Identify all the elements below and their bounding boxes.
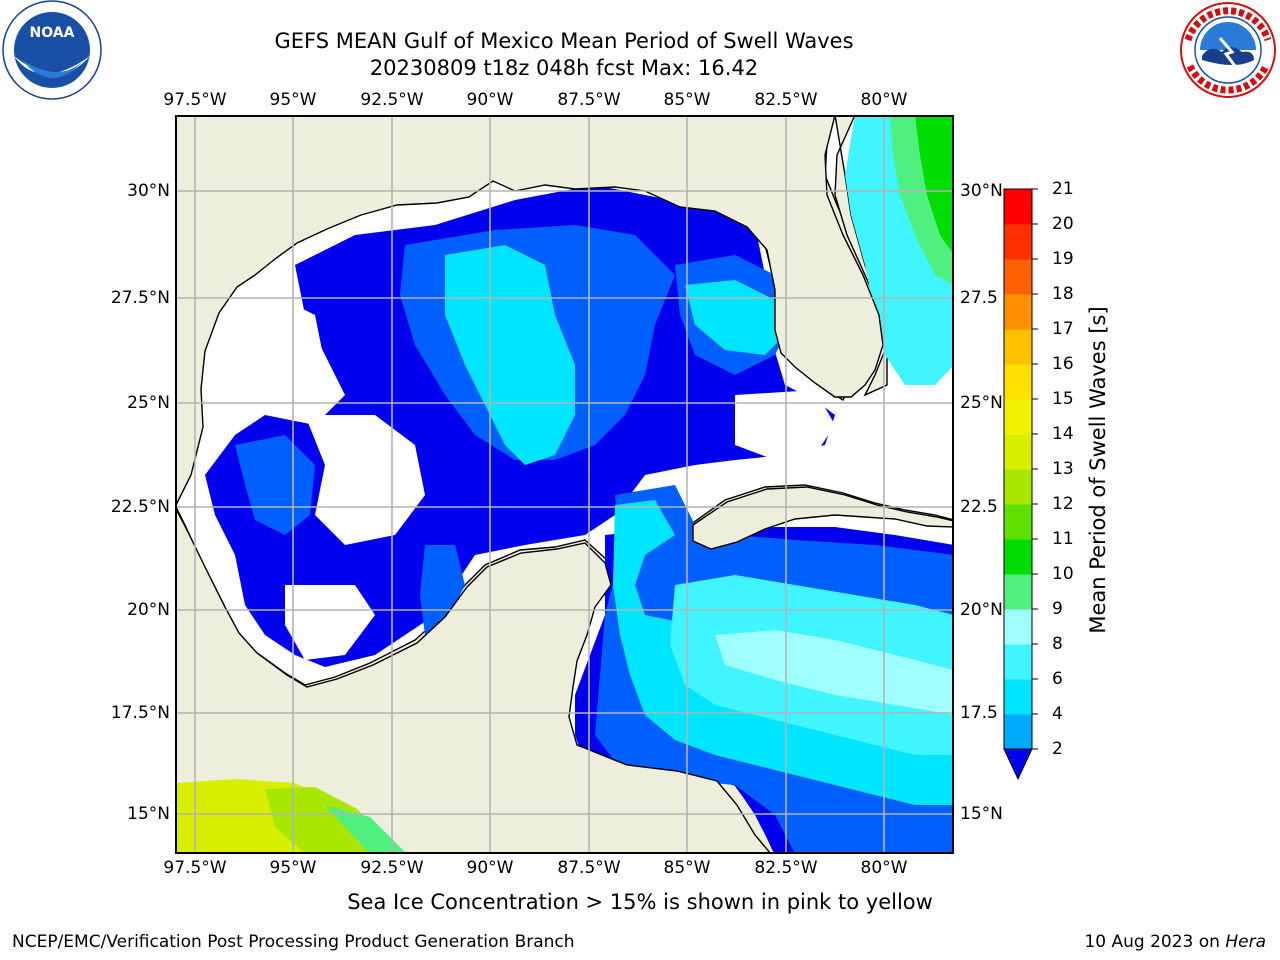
lon-tick-bottom: 85°W bbox=[663, 858, 711, 878]
colorbar-tick-label: 15 bbox=[1052, 389, 1074, 409]
lat-tick-left: 30°N bbox=[127, 181, 170, 201]
colorbar-tick-label: 21 bbox=[1052, 179, 1074, 199]
plot-title: GEFS MEAN Gulf of Mexico Mean Period of … bbox=[274, 29, 854, 53]
colorbar-tick-label: 12 bbox=[1052, 494, 1074, 514]
florida-land bbox=[834, 117, 888, 397]
colorbar-tick-label: 11 bbox=[1052, 529, 1074, 549]
lon-tick-bottom: 92.5°W bbox=[360, 858, 424, 878]
colorbar-segment bbox=[1004, 224, 1032, 260]
lon-tick-top: 85°W bbox=[663, 90, 711, 110]
colorbar-tick-label: 4 bbox=[1052, 704, 1063, 724]
colorbar-under-triangle bbox=[1003, 748, 1033, 781]
graticule bbox=[177, 117, 952, 852]
colorbar-tick-label: 13 bbox=[1052, 459, 1074, 479]
footer-date: 10 Aug 2023 on Hera bbox=[1084, 932, 1266, 952]
colorbar-tick-label: 16 bbox=[1052, 354, 1074, 374]
lon-tick-top: 87.5°W bbox=[557, 90, 621, 110]
lon-tick-bottom: 95°W bbox=[269, 858, 317, 878]
lat-tick-right: 27.5 bbox=[960, 288, 998, 308]
colorbar-tick-label: 9 bbox=[1052, 599, 1063, 619]
footer-date-text: 10 Aug 2023 on bbox=[1084, 932, 1220, 952]
colorbar-segment bbox=[1004, 574, 1032, 610]
colorbar-tick-label: 20 bbox=[1052, 214, 1074, 234]
noaa-logo: NOAA bbox=[2, 0, 102, 100]
colorbar-segment bbox=[1004, 434, 1032, 470]
lon-tick-bottom: 82.5°W bbox=[754, 858, 818, 878]
swell-period-map bbox=[177, 117, 952, 852]
colorbar-tick-label: 10 bbox=[1052, 564, 1074, 584]
map-panel[interactable] bbox=[175, 115, 954, 854]
colorbar-tick-label: 18 bbox=[1052, 284, 1074, 304]
colorbar-segment bbox=[1004, 679, 1032, 715]
plot-subtitle: 20230809 t18z 048h fcst Max: 16.42 bbox=[369, 56, 759, 80]
colorbar-segment bbox=[1004, 469, 1032, 505]
colorbar-tick-label: 2 bbox=[1052, 739, 1063, 759]
footer-org: NCEP/EMC/Verification Post Processing Pr… bbox=[12, 932, 575, 952]
colorbar-segment bbox=[1004, 259, 1032, 295]
colorbar-tick-label: 6 bbox=[1052, 669, 1063, 689]
lon-tick-bottom: 90°W bbox=[466, 858, 514, 878]
lat-tick-right: 20°N bbox=[960, 600, 1003, 620]
colorbar-tick-label: 17 bbox=[1052, 319, 1074, 339]
lon-tick-top: 82.5°W bbox=[754, 90, 818, 110]
lat-tick-left: 25°N bbox=[127, 393, 170, 413]
nws-logo bbox=[1180, 2, 1276, 98]
colorbar-segment bbox=[1004, 609, 1032, 645]
lat-tick-right: 22.5 bbox=[960, 497, 998, 517]
lat-tick-right: 15°N bbox=[960, 804, 1003, 824]
colorbar-segment bbox=[1004, 189, 1032, 225]
colorbar-segment bbox=[1004, 329, 1032, 365]
lat-tick-right: 17.5 bbox=[960, 703, 998, 723]
lat-tick-right: 30°N bbox=[960, 181, 1003, 201]
lon-tick-bottom: 80°W bbox=[860, 858, 908, 878]
lon-tick-top: 80°W bbox=[860, 90, 908, 110]
colorbar-segment bbox=[1004, 294, 1032, 330]
lon-tick-top: 92.5°W bbox=[360, 90, 424, 110]
sea-ice-note: Sea Ice Concentration > 15% is shown in … bbox=[347, 890, 933, 914]
lon-tick-top: 95°W bbox=[269, 90, 317, 110]
lon-tick-top: 90°W bbox=[466, 90, 514, 110]
colorbar-tick-label: 8 bbox=[1052, 634, 1063, 654]
colorbar-title: Mean Period of Swell Waves [s] bbox=[1086, 306, 1110, 634]
lon-tick-bottom: 87.5°W bbox=[557, 858, 621, 878]
colorbar-segment bbox=[1004, 714, 1032, 750]
pacific-field bbox=[177, 779, 405, 852]
lat-tick-left: 20°N bbox=[127, 600, 170, 620]
lat-tick-left: 27.5°N bbox=[110, 288, 170, 308]
colorbar-segment bbox=[1004, 399, 1032, 435]
lat-tick-left: 15°N bbox=[127, 804, 170, 824]
lat-tick-left: 17.5°N bbox=[110, 703, 170, 723]
colorbar bbox=[1003, 188, 1038, 781]
lat-tick-right: 25°N bbox=[960, 393, 1003, 413]
colorbar-segment bbox=[1004, 539, 1032, 575]
lon-tick-bottom: 97.5°W bbox=[163, 858, 227, 878]
colorbar-tick-label: 14 bbox=[1052, 424, 1074, 444]
colorbar-segment bbox=[1004, 644, 1032, 680]
colorbar-segment bbox=[1004, 364, 1032, 400]
colorbar-tick-label: 19 bbox=[1052, 249, 1074, 269]
colorbar-segment bbox=[1004, 504, 1032, 540]
svg-text:NOAA: NOAA bbox=[30, 25, 75, 41]
land-overlay bbox=[177, 117, 952, 852]
lon-tick-top: 97.5°W bbox=[163, 90, 227, 110]
footer-host: Hera bbox=[1225, 932, 1266, 952]
lat-tick-left: 22.5°N bbox=[110, 497, 170, 517]
